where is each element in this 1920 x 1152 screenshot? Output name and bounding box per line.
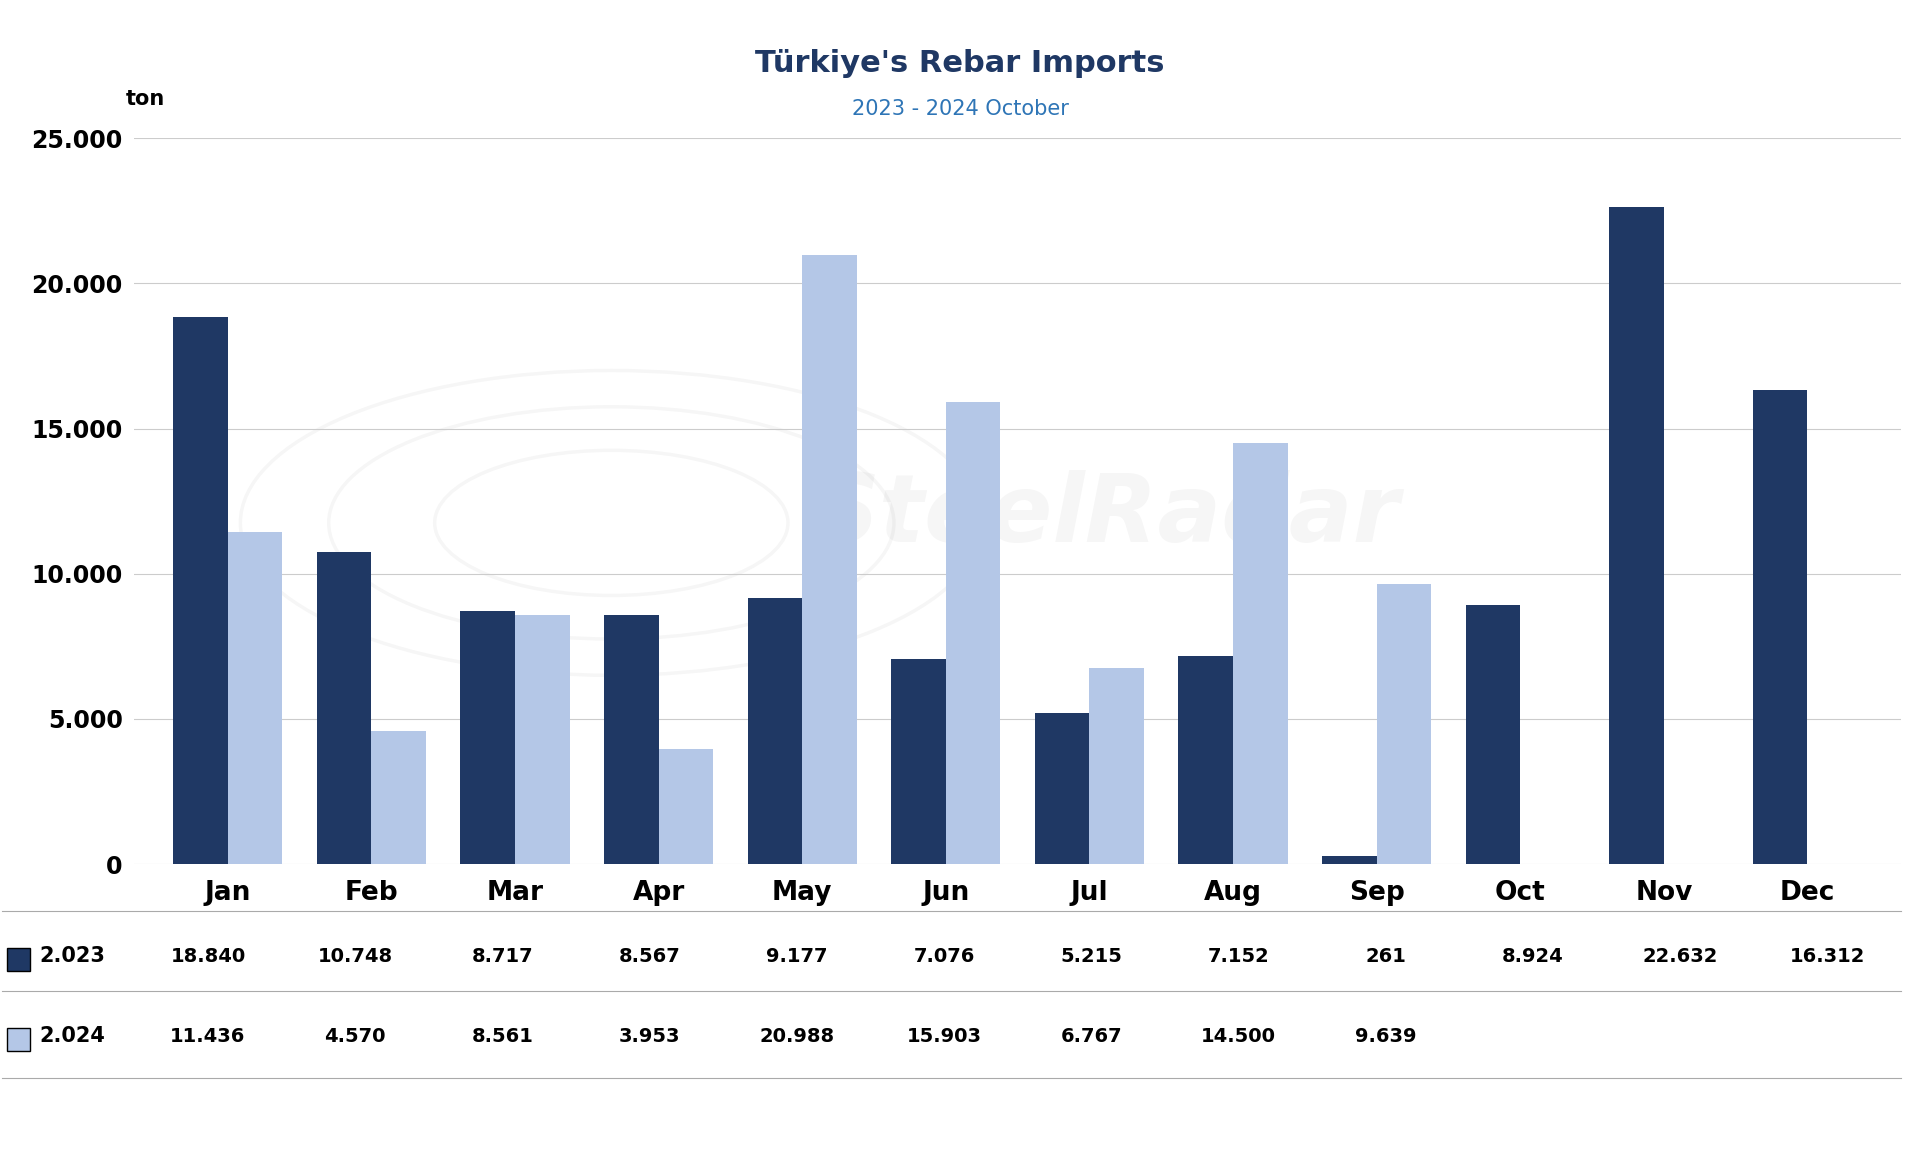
Bar bbox=[947, 402, 1000, 864]
Text: 3.953: 3.953 bbox=[618, 1026, 680, 1046]
Bar bbox=[371, 732, 426, 864]
Bar bbox=[1035, 713, 1089, 864]
Bar bbox=[1089, 667, 1144, 864]
Text: 8.924: 8.924 bbox=[1501, 947, 1563, 965]
Bar bbox=[747, 598, 803, 864]
Bar bbox=[1179, 657, 1233, 864]
Bar bbox=[1609, 207, 1665, 864]
Bar bbox=[1323, 856, 1377, 864]
Bar bbox=[803, 255, 856, 864]
FancyBboxPatch shape bbox=[8, 1028, 31, 1052]
Text: 15.903: 15.903 bbox=[906, 1026, 981, 1046]
Bar bbox=[461, 611, 515, 864]
Text: 16.312: 16.312 bbox=[1789, 947, 1864, 965]
Bar bbox=[173, 317, 228, 864]
Bar bbox=[1233, 444, 1288, 864]
Text: 22.632: 22.632 bbox=[1642, 947, 1718, 965]
Text: 2.023: 2.023 bbox=[38, 946, 106, 967]
Text: 2.024: 2.024 bbox=[38, 1026, 106, 1046]
Text: 8.717: 8.717 bbox=[472, 947, 534, 965]
Bar bbox=[891, 659, 947, 864]
Text: 6.767: 6.767 bbox=[1060, 1026, 1121, 1046]
Text: 261: 261 bbox=[1365, 947, 1405, 965]
Text: 10.748: 10.748 bbox=[317, 947, 394, 965]
Text: 8.567: 8.567 bbox=[618, 947, 680, 965]
Bar bbox=[1753, 391, 1807, 864]
Text: 7.152: 7.152 bbox=[1208, 947, 1269, 965]
Bar bbox=[605, 615, 659, 864]
Bar bbox=[228, 532, 282, 864]
Text: 20.988: 20.988 bbox=[758, 1026, 835, 1046]
Bar bbox=[1465, 605, 1521, 864]
Bar bbox=[515, 615, 570, 864]
Bar bbox=[659, 749, 712, 864]
Text: 9.177: 9.177 bbox=[766, 947, 828, 965]
Text: ton: ton bbox=[125, 89, 165, 109]
Text: 11.436: 11.436 bbox=[171, 1026, 246, 1046]
FancyBboxPatch shape bbox=[8, 948, 31, 971]
Text: 18.840: 18.840 bbox=[171, 947, 246, 965]
Text: 4.570: 4.570 bbox=[324, 1026, 386, 1046]
Text: 14.500: 14.500 bbox=[1200, 1026, 1277, 1046]
Text: 2023 - 2024 October: 2023 - 2024 October bbox=[852, 99, 1068, 120]
Text: Türkiye's Rebar Imports: Türkiye's Rebar Imports bbox=[755, 48, 1165, 78]
Bar bbox=[317, 552, 371, 864]
Text: 7.076: 7.076 bbox=[914, 947, 975, 965]
Text: 9.639: 9.639 bbox=[1356, 1026, 1417, 1046]
Text: 5.215: 5.215 bbox=[1060, 947, 1121, 965]
Text: SteelRadar: SteelRadar bbox=[812, 470, 1400, 562]
Bar bbox=[1377, 584, 1430, 864]
Text: 8.561: 8.561 bbox=[472, 1026, 534, 1046]
